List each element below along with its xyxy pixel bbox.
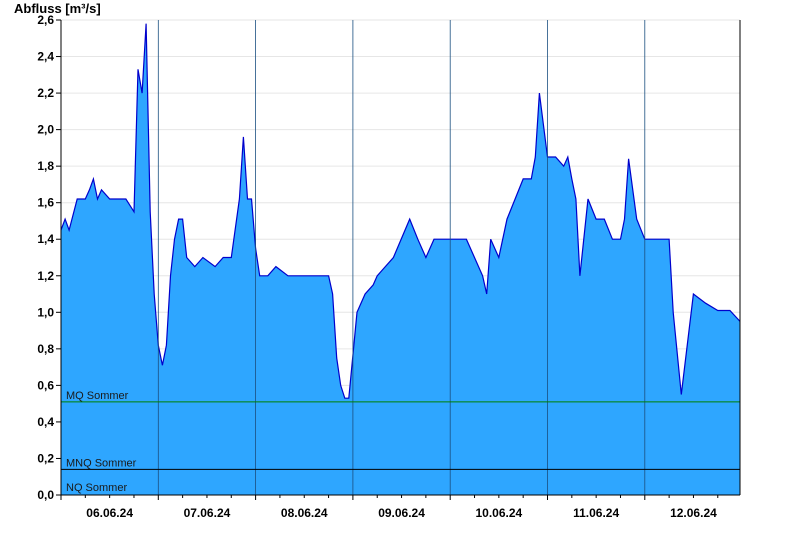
axes [60,20,741,496]
reference-lines: MQ Sommer MNQ Sommer NQ Sommer [61,390,740,494]
y-tick-label-0: 0,0 [37,488,54,502]
x-tick-label-2: 08.06.24 [281,506,328,520]
x-tick-label-5: 11.06.24 [573,506,619,520]
y-tick-label-4: 0,8 [37,342,54,356]
x-tick-label-3: 09.06.24 [378,506,425,520]
x-tick-label-0: 06.06.24 [86,506,133,520]
ref-label-1: MNQ Sommer [66,457,137,469]
y-axis-title: Abfluss [m³/s] [14,1,101,16]
ref-label-0: MQ Sommer [66,390,129,402]
x-tick-labels: 06.06.24 07.06.24 08.06.24 09.06.24 10.06.24… [60,495,719,520]
x-tick-label-4: 10.06.24 [475,506,522,520]
y-tick-label-7: 1,4 [37,232,54,246]
y-tick-labels: 0,0 0,2 0,4 0,6 0,8 1,0 1,2 1,4 1,6 1,8 2,0 2,2 2,4 2… [37,13,61,502]
y-tick-label-6: 1,2 [37,269,54,283]
area-fill [61,23,740,495]
x-tick-label-1: 07.06.24 [184,506,231,520]
y-tick-label-12: 2,4 [37,50,54,64]
series-line [60,23,741,399]
y-tick-label-5: 1,0 [37,305,54,319]
y-tick-label-3: 0,6 [37,378,54,392]
y-tick-label-2: 0,4 [37,415,54,429]
area-series [60,23,741,495]
x-tick-label-6: 12.06.24 [670,506,717,520]
day-gridlines [157,20,646,495]
y-tick-label-10: 2,0 [37,123,54,137]
y-tick-label-1: 0,2 [37,451,54,465]
y-tick-label-9: 1,8 [37,159,54,173]
y-tick-label-8: 1,6 [37,196,54,210]
y-tick-label-13: 2,6 [37,13,54,27]
ref-label-2: NQ Sommer [66,482,127,494]
y-tick-label-11: 2,2 [37,86,54,100]
